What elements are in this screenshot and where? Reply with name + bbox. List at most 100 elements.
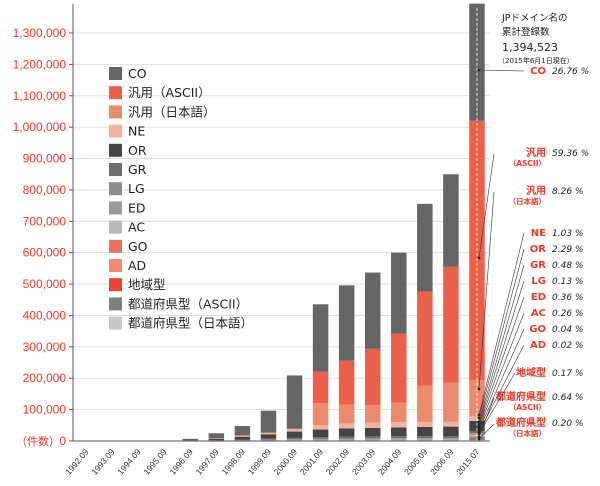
bar-2003.09-ne: [364, 422, 381, 428]
bar-2006.09-ac: [443, 439, 459, 441]
bar-2002.09-gr: [338, 436, 355, 439]
bar-2002.09-or: [338, 428, 355, 437]
y-tick-label: 300,000: [23, 340, 67, 354]
share-label-0: CO: [530, 66, 546, 77]
legend-swatch-汎用-ascii: [109, 86, 122, 100]
leader-line: [478, 372, 516, 435]
legend: CO 汎用（ASCII） 汎用（日本語） NE OR GR LG ED AC GO AD 地域型都道府…: [109, 66, 253, 331]
legend-swatch-ne: [109, 124, 122, 138]
leader-line: [478, 296, 525, 427]
bars: [130, 3, 485, 442]
share-sub-13: （日本語）: [509, 428, 547, 438]
legend-label-ac: AC: [128, 220, 145, 235]
y-tick-label: 100,000: [23, 403, 67, 417]
x-tick-label: 1992.09: [63, 447, 91, 477]
share-label-9: GO: [529, 324, 546, 335]
share-pct-3: 1.03 %: [552, 229, 583, 239]
legend-label-go: GO: [128, 239, 148, 254]
y-tick-label: 700,000: [23, 214, 67, 228]
legend-label-gr: GR: [128, 162, 147, 177]
bar-2006.09-汎用-ascii: [443, 266, 459, 383]
annotation-total: 1,394,523: [502, 41, 558, 54]
leader-line: [478, 264, 525, 423]
bar-1999.09-or: [260, 434, 277, 439]
bar-2015.07-co: [469, 3, 485, 121]
leader-line: [478, 248, 525, 419]
annotation-note: （2015年6月1日現在）: [498, 56, 574, 65]
bar-2003.09-汎用-ascii: [364, 348, 381, 406]
bar-2015.07-go: [469, 436, 485, 437]
share-pct-13: 0.20 %: [552, 419, 583, 429]
legend-swatch-地域型: [109, 278, 122, 292]
bar-1997.09-or: [208, 438, 225, 441]
share-label-3: NE: [531, 228, 546, 239]
bar-2005.09-ed: [417, 438, 433, 440]
legend-swatch-or: [109, 143, 122, 157]
leader-line: [478, 328, 525, 431]
share-label-12: 都道府県型: [495, 390, 546, 403]
total-annotation: JPドメイン名の 累計登録数 1,394,523 （2015年6月1日現在）: [498, 12, 574, 65]
leader-dot: [477, 68, 481, 72]
bar-2001.09-co: [312, 304, 329, 372]
legend-label-都道府県型-ascii: 都道府県型（ASCII）: [128, 296, 248, 311]
x-tick-label: 2002.09: [324, 447, 352, 477]
leader-dot: [477, 437, 481, 441]
leader-line: [478, 280, 525, 425]
legend-swatch-都道府県型-ascii: [109, 297, 122, 311]
share-pct-10: 0.02 %: [552, 341, 583, 351]
bar-2004.09-gr: [391, 436, 407, 439]
bar-2001.09-汎用-日本語: [312, 403, 329, 426]
bar-2006.09-ed: [443, 438, 459, 440]
legend-swatch-汎用-日本語: [109, 105, 122, 119]
gridlines: [73, 32, 490, 411]
x-tick-label: 2003.09: [350, 447, 378, 477]
share-pct-2: 8.26 %: [552, 187, 583, 197]
y-tick-label: 800,000: [23, 183, 67, 197]
bar-2001.09-ac: [312, 439, 329, 441]
y-tick-label: 1,200,000: [13, 57, 67, 71]
bar-2006.09-汎用-日本語: [443, 382, 459, 422]
leader-line: [478, 232, 525, 416]
annotation-line-2: 累計登録数: [502, 26, 550, 38]
bar-2006.09-gr: [443, 436, 459, 439]
bar-2005.09-gr: [417, 436, 433, 439]
bar-2000.09-ac: [286, 440, 303, 441]
legend-swatch-co: [109, 67, 122, 80]
bar-1998.09-or: [234, 436, 251, 440]
bar-2003.09-co: [364, 272, 381, 349]
share-label-6: LG: [531, 276, 546, 287]
share-pct-6: 0.13 %: [552, 277, 583, 287]
leader-line: [478, 191, 495, 390]
leader-lines: [477, 68, 525, 441]
bar-2004.09-汎用-日本語: [391, 402, 407, 423]
leader-dot: [477, 256, 481, 260]
bar-2004.09-ac: [391, 439, 407, 441]
x-tick-label: 2004.09: [376, 447, 404, 477]
share-sub-2: （日本語）: [509, 196, 547, 206]
bar-1999.09-co: [260, 410, 277, 433]
bar-2005.09-ac: [417, 439, 433, 441]
bar-2003.09-ed: [364, 438, 381, 440]
y-tick-label: 1,000,000: [13, 120, 67, 134]
unit-label: （件数）: [16, 435, 60, 448]
bar-2004.09-or: [391, 427, 407, 437]
bar-2005.09-ne: [417, 421, 433, 427]
y-tick-label: 1,100,000: [13, 89, 67, 103]
share-pct-12: 0.64 %: [552, 393, 583, 403]
y-tick-label: 0: [59, 434, 66, 448]
bar-2002.09-co: [338, 285, 355, 361]
leader-dot: [477, 387, 481, 391]
bar-2002.09-ed: [338, 438, 355, 440]
y-tick-label: 900,000: [23, 152, 67, 166]
legend-swatch-lg: [109, 182, 122, 196]
bar-1998.09-co: [234, 426, 251, 436]
x-tick-label: 1999.09: [246, 447, 274, 477]
bar-2002.09-汎用-日本語: [338, 404, 355, 424]
bar-2005.09-汎用-日本語: [417, 385, 433, 422]
legend-label-汎用-ascii: 汎用（ASCII）: [128, 85, 211, 100]
leader-line: [478, 153, 495, 259]
bar-2001.09-汎用-ascii: [312, 371, 329, 404]
axes: [69, 4, 490, 442]
y-tick-label: 200,000: [23, 371, 67, 385]
bar-2005.09-or: [417, 426, 433, 437]
